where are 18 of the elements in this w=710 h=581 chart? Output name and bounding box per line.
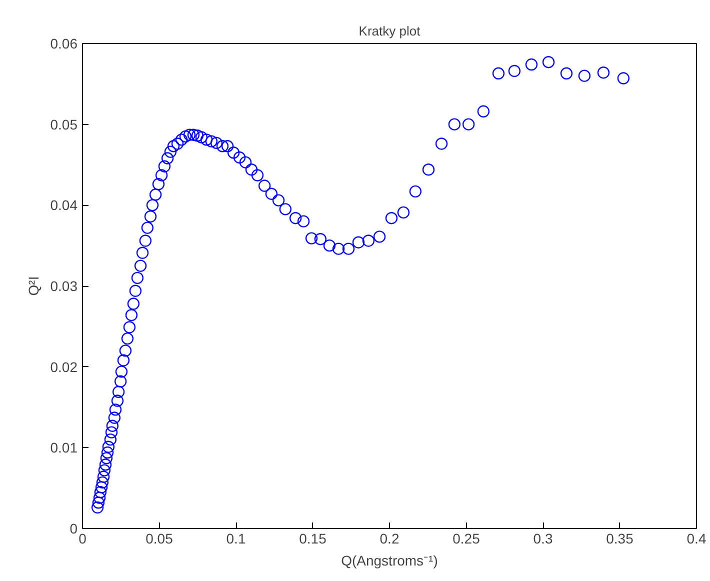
x-tick-label: 0.1: [226, 530, 246, 546]
y-tick-label: 0.01: [50, 440, 78, 456]
x-tick-label: 0.2: [380, 530, 400, 546]
x-tick-label: 0.05: [146, 530, 174, 546]
x-tick-label: 0.25: [452, 530, 480, 546]
y-tick-label: 0: [70, 520, 78, 536]
x-tick-label: 0.4: [686, 530, 706, 546]
chart-title: Kratky plot: [358, 24, 421, 38]
x-tick-label: 0.15: [299, 530, 327, 546]
x-axis-title: Q(Angstroms⁻¹): [341, 552, 438, 568]
y-tick-label: 0.03: [50, 278, 78, 294]
y-tick-label: 0.06: [50, 36, 78, 52]
x-tick-label: 0.35: [606, 530, 634, 546]
y-tick-label: 0.05: [50, 116, 78, 132]
x-tick-label: 0.3: [533, 530, 553, 546]
y-tick-label: 0.02: [50, 358, 78, 375]
y-axis-title: Q²I: [25, 276, 42, 296]
y-tick-label: 0.04: [50, 197, 78, 214]
